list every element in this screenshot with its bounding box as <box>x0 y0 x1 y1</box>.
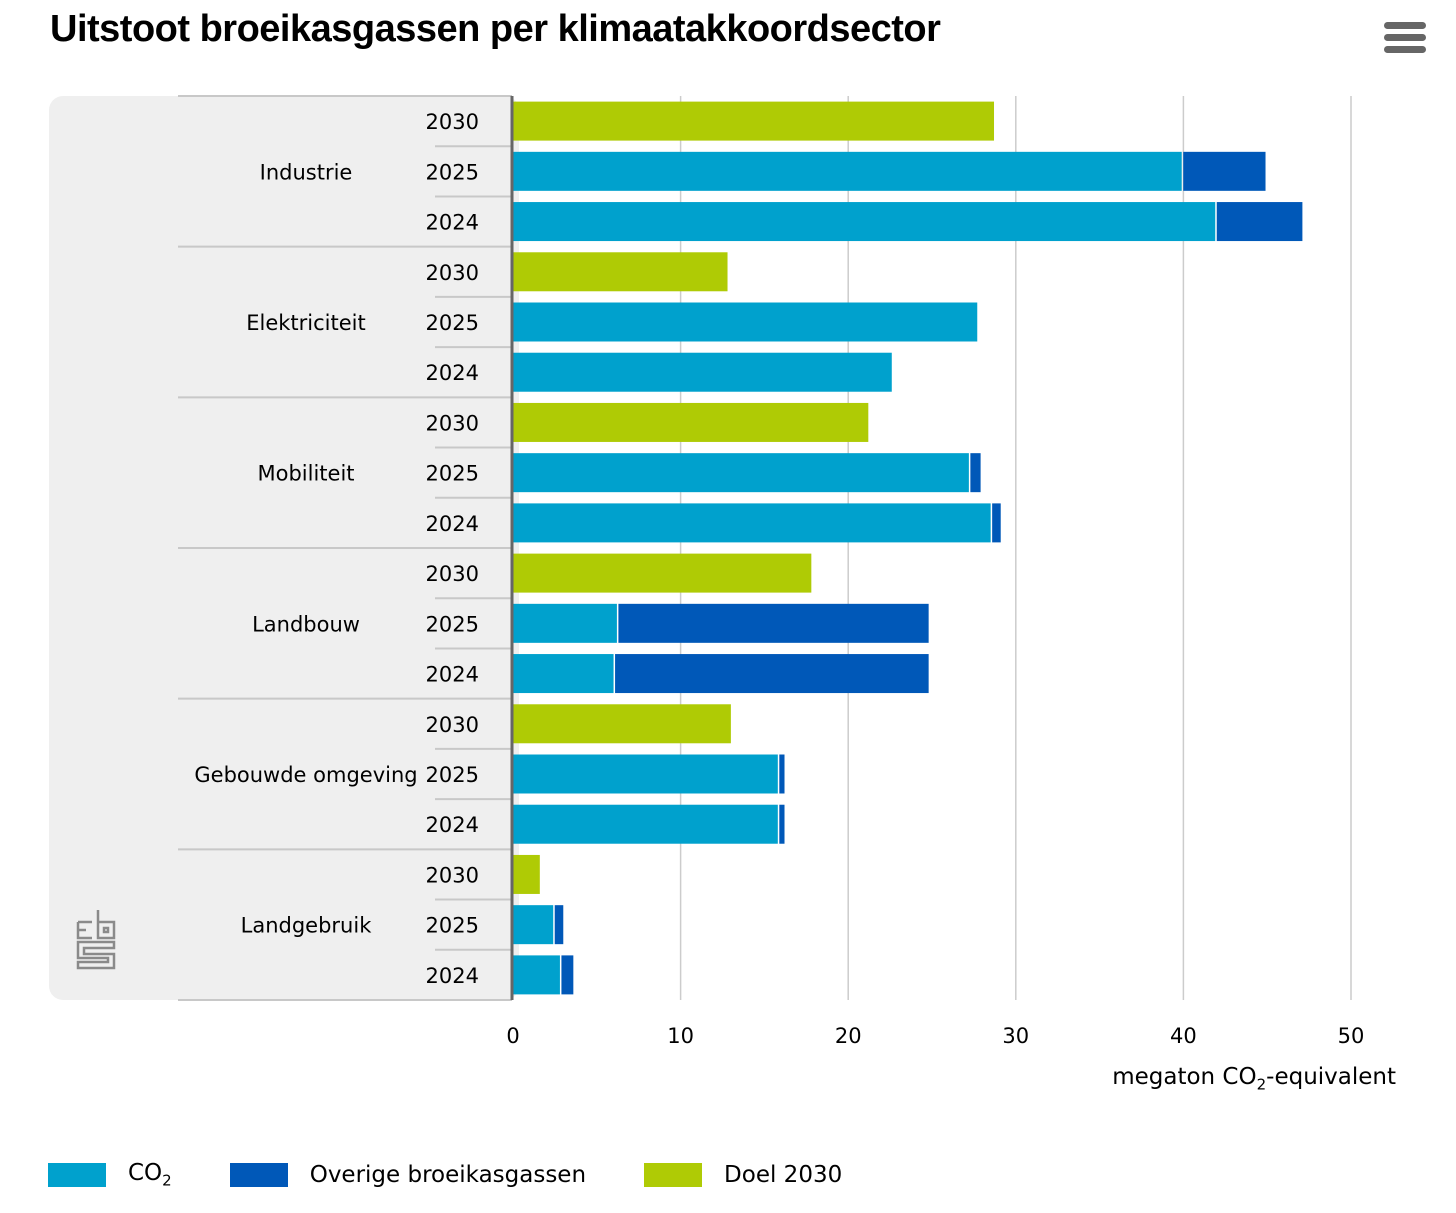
legend-item-other-gases[interactable]: Overige broeikasgassen <box>229 1161 587 1188</box>
x-tick-label: 30 <box>1002 1024 1029 1048</box>
year-label: 2025 <box>426 160 479 184</box>
bar-other-gases <box>970 453 981 493</box>
legend-item-co2[interactable]: CO2 <box>48 1160 172 1190</box>
bar-target-2030 <box>513 854 540 894</box>
year-label: 2025 <box>426 612 479 636</box>
bar-other-gases <box>779 804 785 844</box>
x-axis-title-suffix: -equivalent <box>1266 1064 1396 1090</box>
year-label: 2030 <box>426 562 479 586</box>
bar-co2 <box>513 503 991 543</box>
year-label: 2025 <box>426 311 479 335</box>
year-label: 2030 <box>426 261 479 285</box>
bar-other-gases <box>615 654 929 694</box>
year-label: 2025 <box>426 914 479 938</box>
year-label: 2025 <box>426 462 479 486</box>
bar-co2 <box>513 754 778 794</box>
x-tick-label: 0 <box>506 1024 519 1048</box>
year-label: 2024 <box>426 361 479 385</box>
legend-swatch-co2 <box>48 1162 106 1187</box>
sector-label: Industrie <box>260 160 353 184</box>
year-label: 2024 <box>426 512 479 536</box>
bar-co2 <box>513 453 969 493</box>
x-axis-ticks: 0 10 20 30 40 50 <box>506 1024 1364 1048</box>
bar-other-gases <box>561 955 574 995</box>
x-axis-title-text: megaton CO <box>1112 1064 1257 1090</box>
sector-label: Gebouwde omgeving <box>194 763 417 787</box>
year-label: 2024 <box>426 813 479 837</box>
bar-co2 <box>513 603 617 643</box>
sector-label: Elektriciteit <box>246 311 366 335</box>
bar-target-2030 <box>513 402 869 442</box>
x-axis-title: megaton CO2-equivalent <box>1112 1064 1396 1094</box>
year-label: 2024 <box>426 964 479 988</box>
bar-target-2030 <box>513 704 731 744</box>
bar-target-2030 <box>513 101 995 141</box>
cbs-logo-icon <box>76 910 116 970</box>
bar-co2 <box>513 202 1216 242</box>
bar-other-gases <box>618 603 929 643</box>
year-label: 2030 <box>426 863 479 887</box>
year-label: 2030 <box>426 713 479 737</box>
category-labels: Industrie 2030 2025 2024 Elektriciteit 2030 20… <box>178 95 512 1001</box>
legend-label: Doel 2030 <box>724 1161 843 1188</box>
year-label: 2024 <box>426 211 479 235</box>
gridlines <box>679 96 1352 1000</box>
bar-co2 <box>513 151 1182 191</box>
x-tick-label: 20 <box>835 1024 862 1048</box>
bar-target-2030 <box>513 553 812 593</box>
sector-label: Landgebruik <box>241 914 373 938</box>
bar-co2 <box>513 955 560 995</box>
sector-label: Landbouw <box>252 612 360 636</box>
x-axis-title-subscript: 2 <box>1256 1075 1267 1094</box>
bar-co2 <box>513 302 978 342</box>
chart-title: Uitstoot broeikasgassen per klimaatakkoo… <box>50 8 941 50</box>
bar-target-2030 <box>513 252 728 292</box>
year-label: 2025 <box>426 763 479 787</box>
year-label: 2030 <box>426 110 479 134</box>
sector-label: Mobiliteit <box>257 462 354 486</box>
legend-label: Overige broeikasgassen <box>309 1161 587 1188</box>
bar-co2 <box>513 804 778 844</box>
bar-other-gases <box>1183 151 1266 191</box>
legend-item-target-2030[interactable]: Doel 2030 <box>644 1162 842 1188</box>
year-label: 2024 <box>426 663 479 687</box>
x-tick-label: 40 <box>1170 1024 1197 1048</box>
bar-other-gases <box>554 905 564 945</box>
hamburger-menu-icon <box>1384 22 1426 29</box>
hamburger-menu-icon-bar <box>1384 46 1426 53</box>
bar-co2 <box>513 654 614 694</box>
legend-swatch-target-2030 <box>644 1162 703 1187</box>
bar-other-gases <box>992 503 1001 543</box>
bar-other-gases <box>1216 202 1303 242</box>
bar-other-gases <box>779 754 785 794</box>
legend-label: CO2 <box>128 1160 172 1190</box>
legend: CO2 Overige broeikasgassen Doel 2030 <box>48 1160 900 1190</box>
bar-co2 <box>513 905 554 945</box>
x-tick-label: 50 <box>1338 1024 1365 1048</box>
legend-swatch-other-gases <box>229 1162 288 1187</box>
year-label: 2030 <box>426 411 479 435</box>
chart-menu-button[interactable] <box>1384 22 1426 56</box>
x-tick-label: 10 <box>667 1024 694 1048</box>
hamburger-menu-icon-bar <box>1384 34 1426 41</box>
bar-co2 <box>513 352 892 392</box>
bars <box>513 101 1303 995</box>
